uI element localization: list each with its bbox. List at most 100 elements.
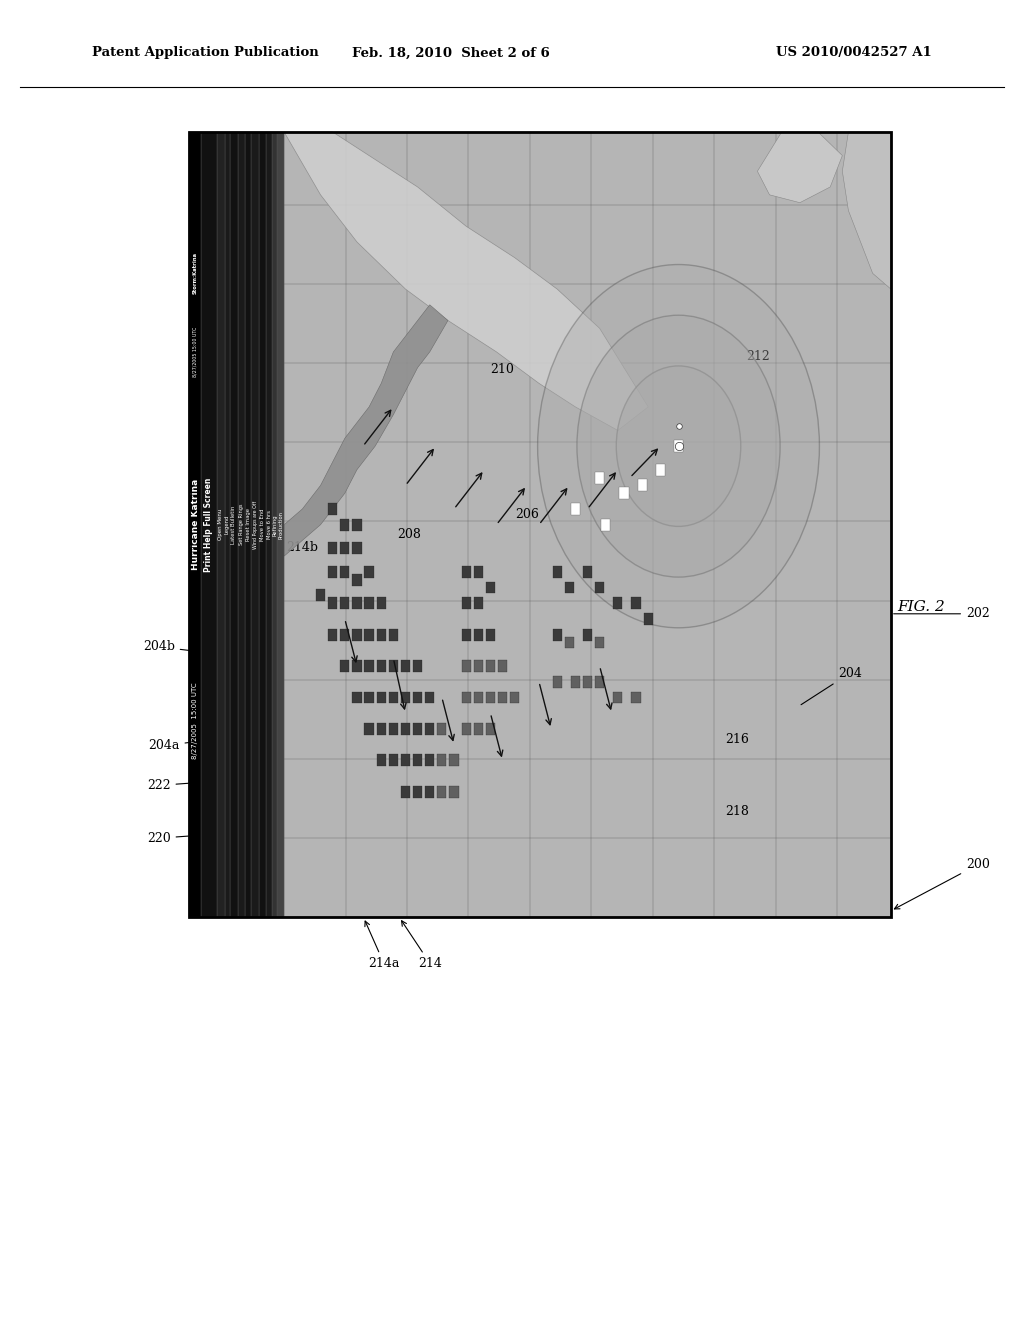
Bar [620,487,629,499]
Text: Hurricane Katrina: Hurricane Katrina [190,479,200,570]
Bar [674,441,683,451]
Bar [595,676,604,688]
Bar [595,636,604,648]
Bar [400,785,410,797]
Bar [613,597,623,610]
Bar [201,132,217,917]
Bar [437,723,446,735]
Bar [570,676,580,688]
Bar [328,543,337,554]
Bar [377,660,386,672]
Circle shape [616,366,740,527]
Bar [437,755,446,766]
Bar [272,132,278,917]
Bar [238,132,246,917]
Text: Move 6 hrs: Move 6 hrs [266,511,271,539]
Text: 8/27/2005 15:00 UTC: 8/27/2005 15:00 UTC [193,327,198,378]
Bar [638,479,647,491]
Text: 222: 222 [146,779,211,792]
Bar [485,582,495,594]
Bar [230,132,238,917]
Bar [340,543,349,554]
Bar [485,660,495,672]
Bar [189,132,201,917]
Bar [340,519,349,531]
Bar [601,519,610,531]
Text: 220: 220 [146,832,211,845]
Bar [413,785,422,797]
Text: Storm:Katrina: Storm:Katrina [193,252,198,294]
Text: 214a: 214a [365,921,399,970]
Bar [570,503,580,515]
Text: Set Range Rings: Set Range Rings [239,504,244,545]
Bar [462,692,471,704]
Bar [189,132,891,917]
Text: 216: 216 [725,733,750,746]
Polygon shape [284,305,447,556]
Text: 218: 218 [725,805,750,818]
Bar [217,132,224,917]
Bar [340,660,349,672]
Text: 214b: 214b [286,541,318,554]
Text: Print Help Full Screen: Print Help Full Screen [205,478,213,572]
Bar [583,628,592,640]
Text: Production: Production [279,511,284,539]
Bar [340,566,349,578]
Bar [377,692,386,704]
Bar [474,660,483,672]
Bar [462,723,471,735]
Text: 204a: 204a [148,739,211,752]
Bar [498,692,507,704]
Bar [352,543,361,554]
Bar [553,628,562,640]
Bar [413,723,422,735]
Text: Latest Bulletin: Latest Bulletin [231,506,237,544]
Text: US 2010/0042527 A1: US 2010/0042527 A1 [776,46,932,59]
Bar [365,692,374,704]
Bar [474,723,483,735]
Polygon shape [758,132,843,203]
Text: 200: 200 [894,858,990,909]
Bar [365,566,374,578]
Bar [462,566,471,578]
Bar [340,628,349,640]
Bar [352,574,361,586]
Bar [377,628,386,640]
Bar [413,660,422,672]
Circle shape [577,315,780,577]
Text: 204: 204 [801,667,862,705]
Bar [328,628,337,640]
Bar [389,628,398,640]
Bar [553,566,562,578]
Text: 206: 206 [515,508,540,521]
Text: Feb. 18, 2010  Sheet 2 of 6: Feb. 18, 2010 Sheet 2 of 6 [351,46,550,59]
Bar [365,660,374,672]
Text: 204b: 204b [142,640,211,653]
Bar [352,519,361,531]
Bar [224,132,230,917]
Polygon shape [843,132,891,289]
Bar [352,628,361,640]
Bar [377,723,386,735]
Text: 214: 214 [401,921,442,970]
Bar [462,628,471,640]
Bar [474,692,483,704]
Bar [474,566,483,578]
Text: Refining: Refining [272,513,278,536]
Bar [450,785,459,797]
Bar [400,723,410,735]
Bar [613,692,623,704]
Text: 8/27/2005  15:00 UTC: 8/27/2005 15:00 UTC [193,682,198,759]
Bar [425,785,434,797]
Bar [365,597,374,610]
Bar [284,132,891,917]
Bar [328,503,337,515]
Bar [474,628,483,640]
Bar [425,723,434,735]
Polygon shape [284,132,648,430]
Bar [655,463,665,475]
Bar [278,132,284,917]
Bar [510,692,519,704]
Bar [328,566,337,578]
Bar [595,582,604,594]
